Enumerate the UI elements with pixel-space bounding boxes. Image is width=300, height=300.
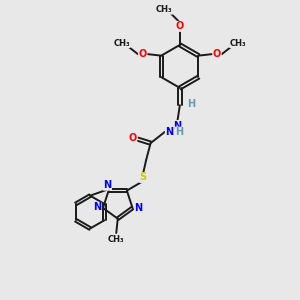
Text: H: H xyxy=(176,127,184,137)
Text: CH₃: CH₃ xyxy=(230,39,246,48)
Text: CH₃: CH₃ xyxy=(113,39,130,48)
Text: N: N xyxy=(103,180,112,190)
Text: H: H xyxy=(187,99,195,109)
Text: O: O xyxy=(139,49,147,59)
Text: N: N xyxy=(134,203,142,213)
Text: O: O xyxy=(213,49,221,59)
Text: CH₃: CH₃ xyxy=(156,5,172,14)
Text: N: N xyxy=(173,121,181,130)
Text: O: O xyxy=(129,133,137,143)
Text: O: O xyxy=(176,21,184,32)
Text: CH₃: CH₃ xyxy=(108,235,124,244)
Text: N: N xyxy=(165,127,173,137)
Text: N: N xyxy=(93,202,101,212)
Text: S: S xyxy=(140,172,147,182)
